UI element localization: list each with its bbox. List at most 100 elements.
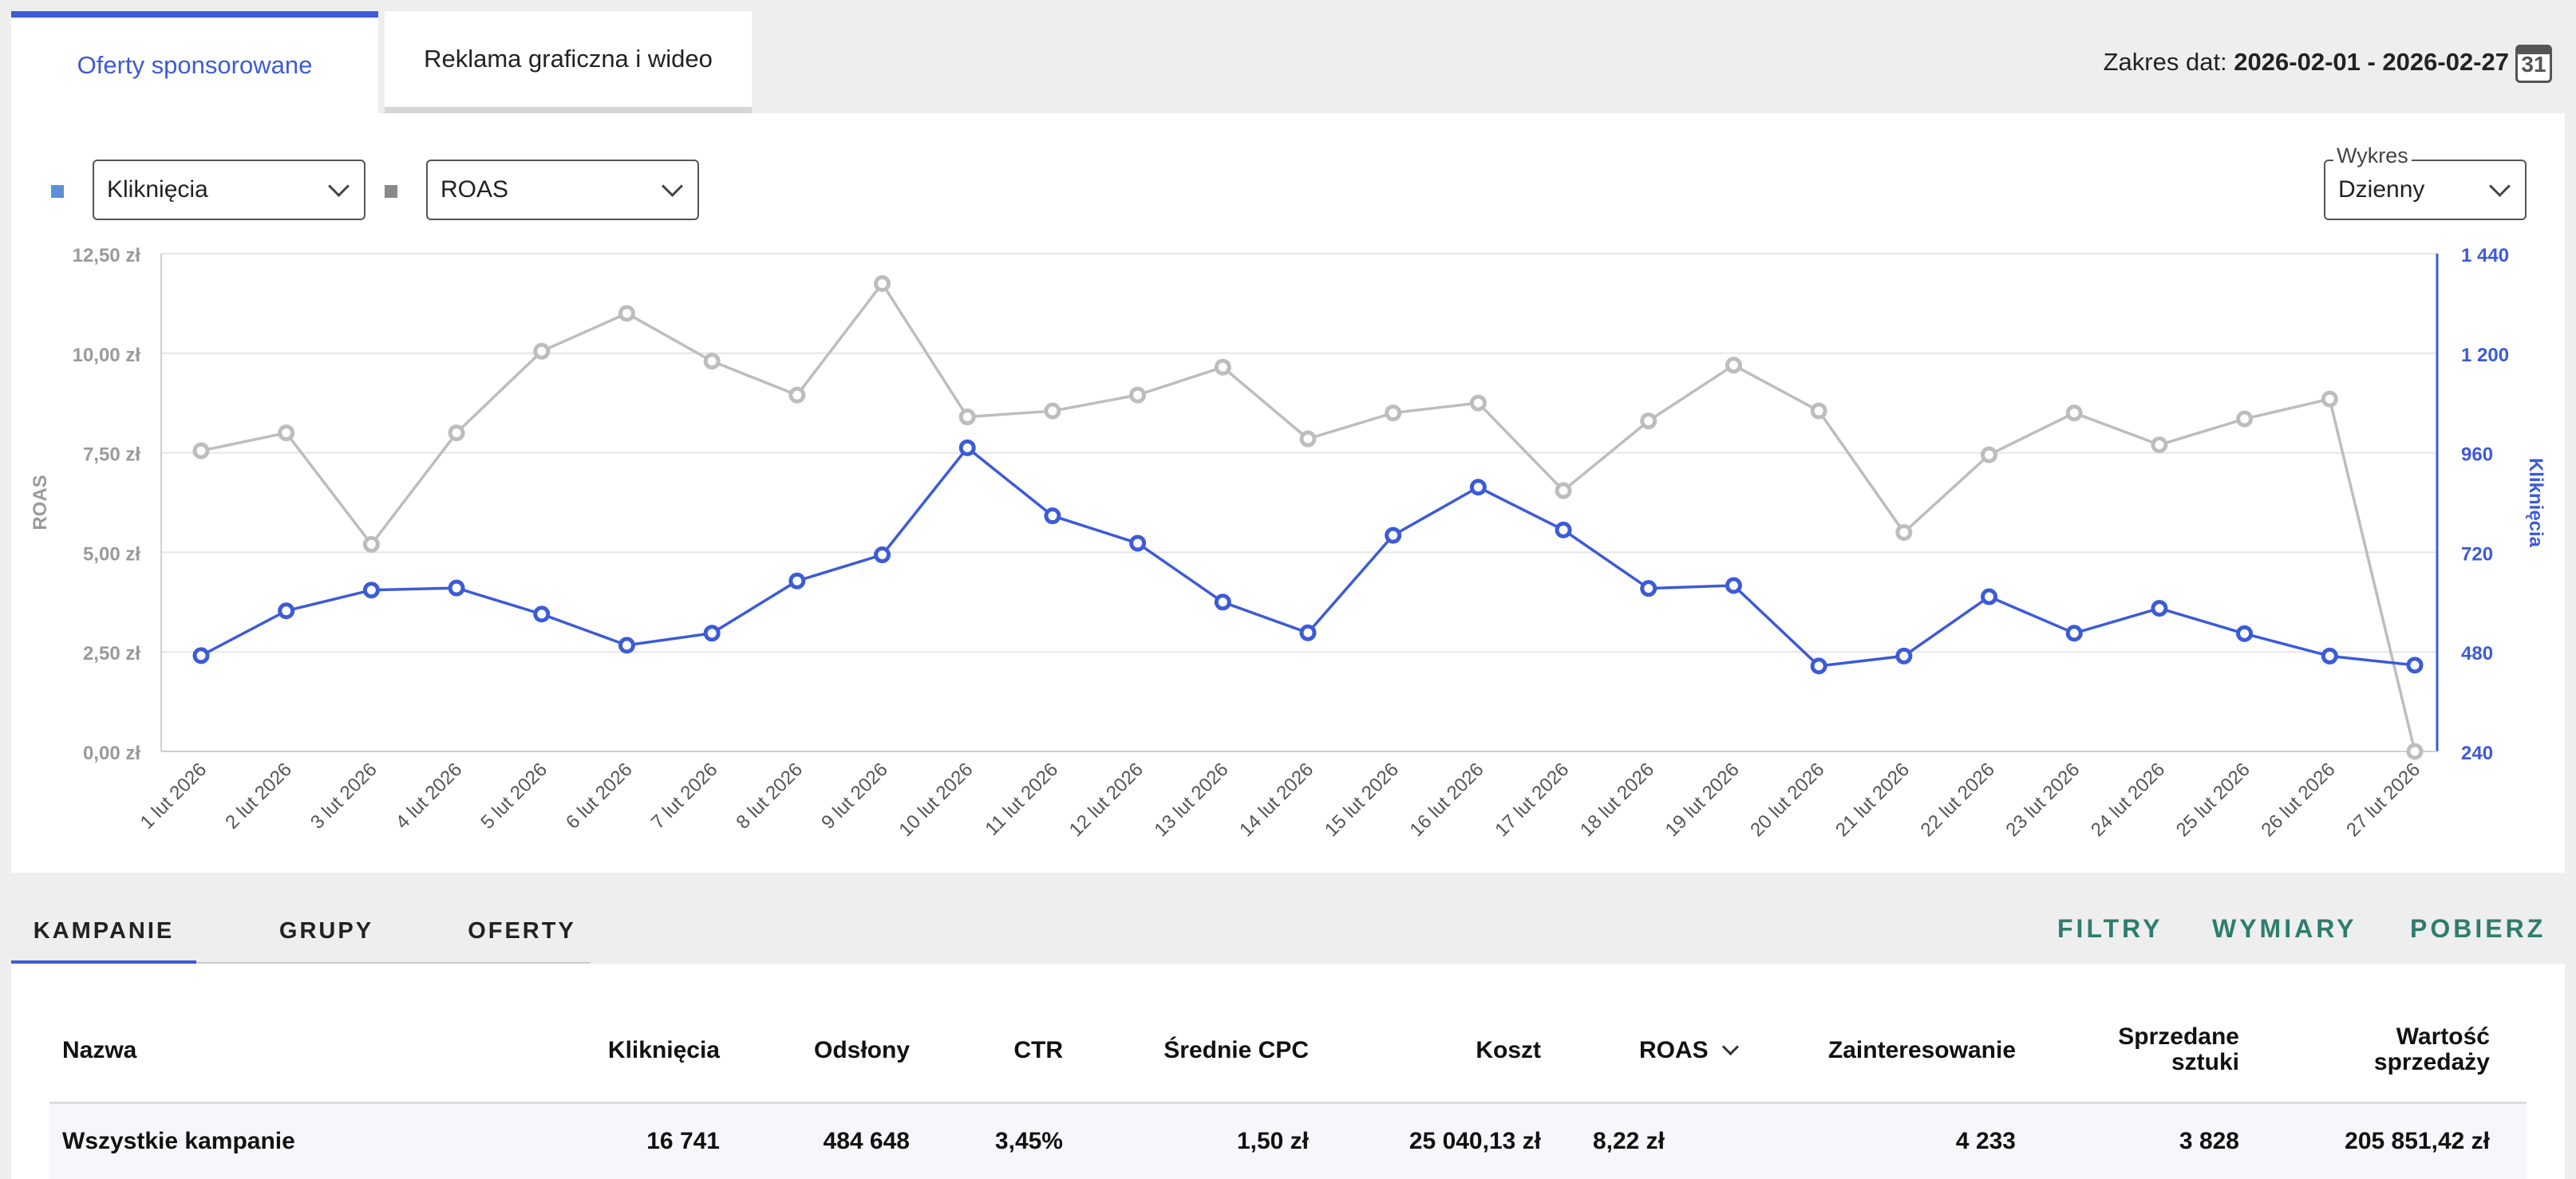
clicks-point bbox=[1725, 577, 1742, 594]
roas-point bbox=[788, 386, 806, 404]
roas-point bbox=[2151, 436, 2168, 454]
col-header-roas[interactable]: ROAS bbox=[1639, 1037, 1740, 1064]
col-header-cost[interactable]: Koszt bbox=[1476, 1037, 1541, 1063]
y2-tick-label: 480 bbox=[2461, 643, 2493, 664]
clicks-point bbox=[1810, 657, 1827, 675]
col-header-interest[interactable]: Zainteresowanie bbox=[1827, 1037, 2016, 1063]
chart-panel: Kliknięcia ROAS Dzienny Wykres 0,00 zł 2,… bbox=[11, 113, 2565, 873]
clicks-point bbox=[2406, 657, 2424, 674]
primary-metric-select[interactable]: Kliknięcia bbox=[93, 160, 365, 220]
date-range-label: Zakres dat: bbox=[2103, 48, 2227, 76]
roas-point bbox=[1555, 482, 1572, 499]
col-header-cpc[interactable]: Średnie CPC bbox=[1164, 1037, 1309, 1063]
roas-point bbox=[2406, 743, 2424, 760]
col-header-sales-value[interactable]: Wartość sprzedaży bbox=[2374, 1024, 2490, 1075]
y-tick-label: 12,50 zł bbox=[73, 245, 141, 266]
x-tick-label: 17 lut 2026 bbox=[1491, 759, 1573, 841]
clicks-point bbox=[2236, 625, 2254, 642]
x-tick-label: 27 lut 2026 bbox=[2342, 759, 2424, 841]
header-divider bbox=[49, 1102, 2527, 1104]
x-tick-label: 6 lut 2026 bbox=[562, 759, 637, 834]
campaign-table: Nazwa Kliknięcia Odsłony CTR Średnie CPC… bbox=[11, 964, 2565, 1179]
x-tick-label: 13 lut 2026 bbox=[1150, 759, 1232, 841]
col-header-sold-line1: Sprzedane bbox=[2118, 1023, 2239, 1050]
dimensions-button[interactable]: WYMIARY bbox=[2212, 914, 2357, 943]
y2-tick-label: 240 bbox=[2461, 743, 2493, 764]
clicks-legend-swatch bbox=[51, 185, 64, 198]
tab-offers[interactable]: OFERTY bbox=[458, 906, 586, 960]
col-header-sold[interactable]: Sprzedane sztuki bbox=[2118, 1024, 2239, 1075]
table-row[interactable] bbox=[49, 1104, 2527, 1179]
y-tick-label: 10,00 zł bbox=[73, 345, 141, 366]
tab-campaigns[interactable]: KAMPANIE bbox=[11, 906, 196, 964]
x-tick-label: 1 lut 2026 bbox=[136, 759, 211, 834]
y-axis-title: ROAS bbox=[30, 475, 51, 530]
clicks-point bbox=[1129, 534, 1147, 552]
cell-cpc: 1,50 zł bbox=[1236, 1128, 1309, 1154]
chart-mode-select[interactable]: Dzienny bbox=[2324, 160, 2527, 220]
calendar-icon[interactable]: 31 bbox=[2515, 45, 2552, 83]
filters-button[interactable]: FILTRY bbox=[2057, 914, 2163, 943]
col-header-roas-label: ROAS bbox=[1639, 1037, 1709, 1063]
roas-point bbox=[1895, 523, 1913, 541]
col-header-sales-value-line1: Wartość bbox=[2396, 1023, 2490, 1050]
col-header-ctr[interactable]: CTR bbox=[1013, 1037, 1063, 1063]
roas-legend-swatch bbox=[385, 185, 397, 198]
x-tick-label: 8 lut 2026 bbox=[732, 759, 807, 834]
roas-point bbox=[1640, 412, 1657, 430]
roas-point bbox=[1044, 402, 1061, 420]
chart-mode-label: Wykres bbox=[2333, 144, 2412, 168]
clicks-point bbox=[1214, 593, 1231, 611]
x-tick-label: 16 lut 2026 bbox=[1406, 759, 1488, 841]
line-chart: 0,00 zł 2,50 zł 5,00 zł 7,50 zł 10,00 zł 12,5… bbox=[30, 245, 2546, 841]
roas-point bbox=[1810, 402, 1827, 420]
clicks-point bbox=[278, 602, 295, 620]
tab-ad-groups[interactable]: GRUPY REKLAM bbox=[219, 906, 434, 993]
cell-clicks: 16 741 bbox=[646, 1128, 720, 1154]
y2-tick-label: 960 bbox=[2461, 444, 2493, 466]
col-header-name[interactable]: Nazwa bbox=[62, 1037, 137, 1063]
tab-sponsored-offers[interactable]: Oferty sponsorowane bbox=[11, 11, 378, 113]
col-header-views[interactable]: Odsłony bbox=[813, 1037, 910, 1063]
clicks-point bbox=[2321, 647, 2338, 664]
x-tick-label: 20 lut 2026 bbox=[1746, 759, 1828, 841]
roas-point bbox=[533, 342, 551, 360]
clicks-point bbox=[1555, 521, 1572, 538]
roas-point bbox=[1214, 358, 1231, 376]
y-tick-label: 0,00 zł bbox=[83, 743, 140, 764]
roas-point bbox=[2321, 390, 2338, 408]
clicks-point bbox=[1640, 580, 1657, 597]
tab-display-video-label: Reklama graficzna i wideo bbox=[424, 45, 713, 73]
tab-display-video[interactable]: Reklama graficzna i wideo bbox=[385, 11, 752, 113]
x-tick-label: 21 lut 2026 bbox=[1831, 759, 1914, 841]
roas-point bbox=[192, 442, 210, 459]
col-header-sales-value-line2: sprzedaży bbox=[2373, 1049, 2490, 1075]
download-button[interactable]: POBIERZ bbox=[2410, 914, 2546, 943]
x-tick-label: 19 lut 2026 bbox=[1661, 759, 1744, 841]
cell-sales-value: 205 851,42 zł bbox=[2345, 1128, 2490, 1154]
cell-name: Wszystkie kampanie bbox=[62, 1128, 295, 1154]
clicks-point bbox=[1469, 479, 1487, 496]
sort-chevron-icon bbox=[1721, 1038, 1740, 1056]
secondary-metric-select[interactable]: ROAS bbox=[426, 160, 699, 220]
y2-axis-title: Kliknięcia bbox=[2525, 458, 2546, 548]
clicks-point bbox=[1385, 526, 1402, 544]
col-header-sold-line2: sztuki bbox=[2171, 1049, 2239, 1075]
primary-metric-value: Kliknięcia bbox=[107, 176, 208, 203]
y-tick-label: 7,50 zł bbox=[83, 444, 140, 466]
clicks-point bbox=[362, 582, 380, 599]
clicks-point bbox=[533, 605, 551, 623]
roas-point bbox=[1385, 404, 1402, 422]
chart-mode-value: Dzienny bbox=[2338, 176, 2425, 203]
clicks-point bbox=[874, 546, 891, 564]
x-tick-label: 4 lut 2026 bbox=[392, 759, 467, 834]
x-tick-label: 14 lut 2026 bbox=[1235, 759, 1318, 841]
x-tick-label: 10 lut 2026 bbox=[895, 759, 977, 841]
clicks-point bbox=[2065, 625, 2083, 642]
x-tick-label: 3 lut 2026 bbox=[306, 759, 381, 834]
calendar-day: 31 bbox=[2521, 52, 2546, 77]
cell-roas: 8,22 zł bbox=[1592, 1128, 1665, 1154]
clicks-point bbox=[192, 647, 210, 664]
col-header-clicks[interactable]: Kliknięcia bbox=[607, 1037, 720, 1063]
x-tick-label: 18 lut 2026 bbox=[1576, 759, 1658, 841]
